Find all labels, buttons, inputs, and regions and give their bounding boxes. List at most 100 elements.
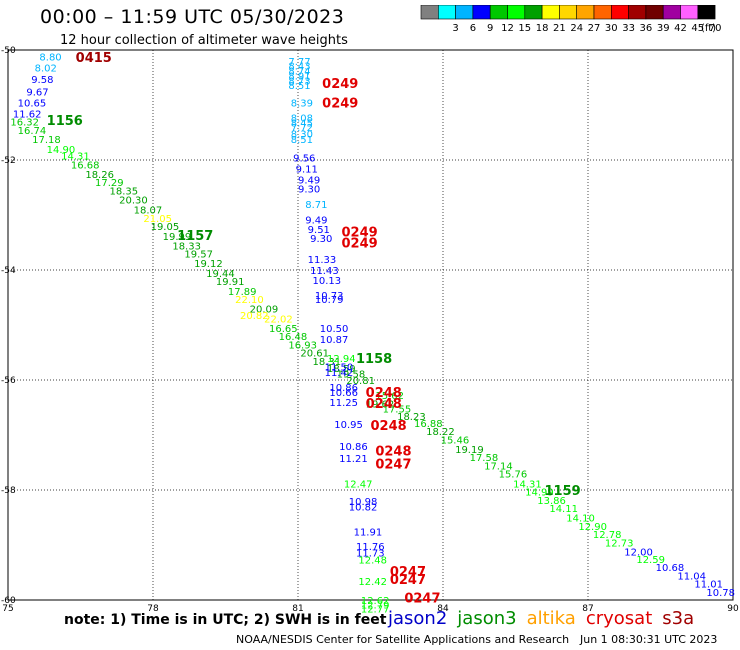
wave-height-point: 20.09 (250, 305, 279, 316)
wave-height-point: 10.78 (706, 588, 735, 599)
x-tick-label: 84 (437, 604, 449, 614)
colorbar-tick-label: 18 (536, 23, 549, 34)
colorbar-legend: 3 6 9 12 15 18 21 24 27 30 33 36 39 42 45 70(ft) (420, 5, 722, 34)
wave-height-point: 10.66 (329, 388, 358, 399)
footer-note: note: 1) Time is in UTC; 2) SWH is in fe… (64, 612, 387, 628)
wave-height-point: 18.23 (397, 412, 426, 423)
pass-time-label: 1159 (545, 484, 581, 499)
wave-height-point: 18.31 (313, 357, 342, 368)
wave-height-point: 22.10 (235, 295, 264, 306)
wave-height-point: 12.73 (605, 538, 634, 549)
wave-height-point: 11.73 (356, 549, 385, 560)
wave-height-point: 20.61 (300, 349, 329, 360)
x-tick-label: 75 (2, 604, 13, 614)
wave-height-point: 15.76 (499, 470, 528, 481)
x-tick-label: 87 (582, 604, 593, 614)
pass-time-label: 0415 (76, 51, 112, 66)
wave-height-point: 12.90 (578, 522, 607, 533)
y-tick-label: -60 (1, 596, 16, 606)
satellite-legend: jason2 jason3 altika cryosat s3a (388, 608, 704, 629)
wave-height-point: 8.71 (305, 200, 327, 211)
wave-height-point: 17.14 (484, 461, 513, 472)
wave-height-point: 20.82 (240, 311, 269, 322)
wave-height-point: 14.31 (513, 479, 542, 490)
wave-height-point: 10.95 (334, 420, 363, 431)
wave-height-point: 10.86 (339, 442, 368, 453)
y-tick-label: -56 (1, 376, 16, 386)
wave-height-point: 8.51 (291, 135, 313, 146)
wave-height-point: 9.56 (293, 153, 315, 164)
wave-height-point: 10.73 (315, 291, 344, 302)
wave-height-point: 11.76 (356, 542, 385, 553)
wave-height-point: 11.50 (325, 362, 354, 373)
wave-height-point: 9.67 (26, 87, 48, 98)
wave-height-point: 22.02 (264, 314, 293, 325)
wave-height-point: 20.30 (119, 196, 148, 207)
x-tick-label: 78 (147, 604, 159, 614)
wave-height-point: 18.35 (110, 186, 139, 197)
wave-height-point: 8.45 (291, 119, 313, 130)
wave-height-point: 11.42 (325, 368, 354, 379)
wave-height-point: 10.13 (313, 276, 342, 287)
wave-height-point: 9.51 (308, 225, 330, 236)
wave-height-point: 12.77 (361, 604, 390, 615)
wave-height-point: 16.48 (279, 332, 308, 343)
wave-height-point: 20.81 (346, 376, 375, 387)
wave-height-point: 11.91 (354, 527, 383, 538)
colorbar-tick-label: 3 (452, 23, 458, 34)
wave-height-point: 10.98 (349, 497, 378, 508)
wave-height-point: 19.05 (151, 222, 180, 233)
chart-title: 00:00 – 11:59 UTC 05/30/2023 (40, 6, 345, 28)
colorbar-tick-label: 39 (657, 23, 670, 34)
wave-height-point: 9.30 (298, 185, 320, 196)
colorbar-tick-label: 33 (622, 23, 635, 34)
wave-height-point: 10.79 (315, 295, 344, 306)
pass-time-label: 0248 (375, 444, 411, 459)
satellite-legend-item: cryosat (585, 608, 653, 629)
satellite-legend-item: altika (526, 608, 576, 629)
colorbar-tick-label: 36 (640, 23, 653, 34)
wave-height-point: 18.59 (327, 364, 356, 375)
plot-frame (7, 49, 734, 601)
wave-height-point: 17.29 (95, 178, 124, 189)
x-tick-label: 81 (292, 604, 303, 614)
y-tick-label: -52 (1, 156, 16, 166)
wave-height-point: 19.12 (194, 259, 223, 270)
wave-height-point: 7.72 (291, 123, 313, 134)
wave-height-point: 8.08 (291, 114, 313, 125)
wave-height-point: 8.51 (288, 81, 310, 92)
wave-height-point: 12.59 (636, 555, 665, 566)
wave-height-point: 10.86 (329, 383, 358, 394)
x-tick-label: 90 (727, 604, 739, 614)
wave-height-point: 18.26 (85, 170, 114, 181)
wave-height-point: 8.80 (39, 53, 61, 64)
satellite-legend-item: jason2 (388, 608, 448, 629)
pass-time-label: 0249 (322, 77, 358, 92)
wave-height-point: 11.04 (677, 571, 706, 582)
wave-height-point: 8.43 (288, 61, 310, 72)
colorbar-tick-label: 21 (553, 23, 566, 34)
footer-generated-date: Jun 1 08:30:31 UTC 2023 (580, 633, 718, 646)
y-tick-label: -50 (1, 46, 16, 56)
wave-height-point: 16.88 (414, 419, 443, 430)
pass-time-label: 0249 (342, 226, 378, 241)
wave-height-point: 18.22 (426, 427, 455, 438)
wave-height-point: 12.62 (361, 596, 390, 607)
pass-time-label: 0249 (342, 237, 378, 252)
wave-height-point: 8.30 (291, 130, 313, 141)
wave-height-point: 8.73 (288, 76, 310, 87)
wave-height-point: 10.68 (656, 563, 685, 574)
wave-height-point: 14.31 (61, 152, 90, 163)
colorbar-unit-label: (ft) (701, 23, 716, 34)
colorbar-tick-label: 70 (709, 23, 722, 34)
wave-height-point: 11.33 (308, 255, 337, 266)
wave-height-point: 19.19 (455, 445, 484, 456)
pass-time-label: 0248 (366, 397, 402, 412)
wave-height-point: 9.49 (298, 175, 320, 186)
chart-plot: 75 78 81 84 87 90-50-52-54-56-58-608.808.029.… (1, 46, 739, 615)
footer-credits: NOAA/NESDIS Center for Satellite Applica… (236, 633, 570, 646)
wave-height-point: 12.79 (361, 600, 390, 611)
wave-height-point: 13.86 (537, 496, 566, 507)
colorbar-tick-label: 24 (570, 23, 583, 34)
wave-height-point: 10.87 (320, 335, 349, 346)
